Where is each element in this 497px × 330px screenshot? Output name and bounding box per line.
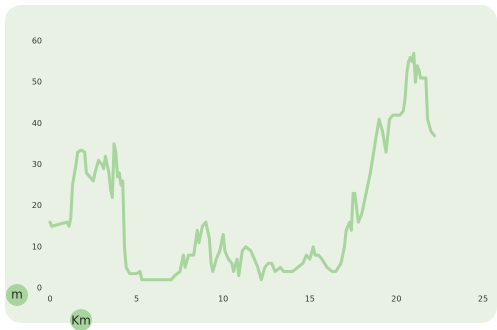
x-tick-label: 20 [391,295,401,304]
x-tick-label: 25 [478,295,488,304]
y-badge [6,284,28,306]
x-axis-label: Km [71,314,91,328]
x-tick-label: 10 [218,295,228,304]
y-tick-label: 0 [37,284,42,293]
y-tick-label: 10 [32,242,42,251]
y-tick-label: 20 [32,201,42,210]
x-tick-label: 15 [305,295,315,304]
line [48,51,436,282]
y-tick-label: 30 [32,160,42,169]
card [5,5,497,323]
y-axis-label: m [11,288,23,302]
y-tick-label: 50 [32,78,42,87]
y-tick-label: 60 [32,37,42,46]
x-tick-label: 5 [134,295,139,304]
x-tick-label: 0 [47,295,52,304]
y-tick-label: 40 [32,119,42,128]
x-badge [70,309,92,330]
